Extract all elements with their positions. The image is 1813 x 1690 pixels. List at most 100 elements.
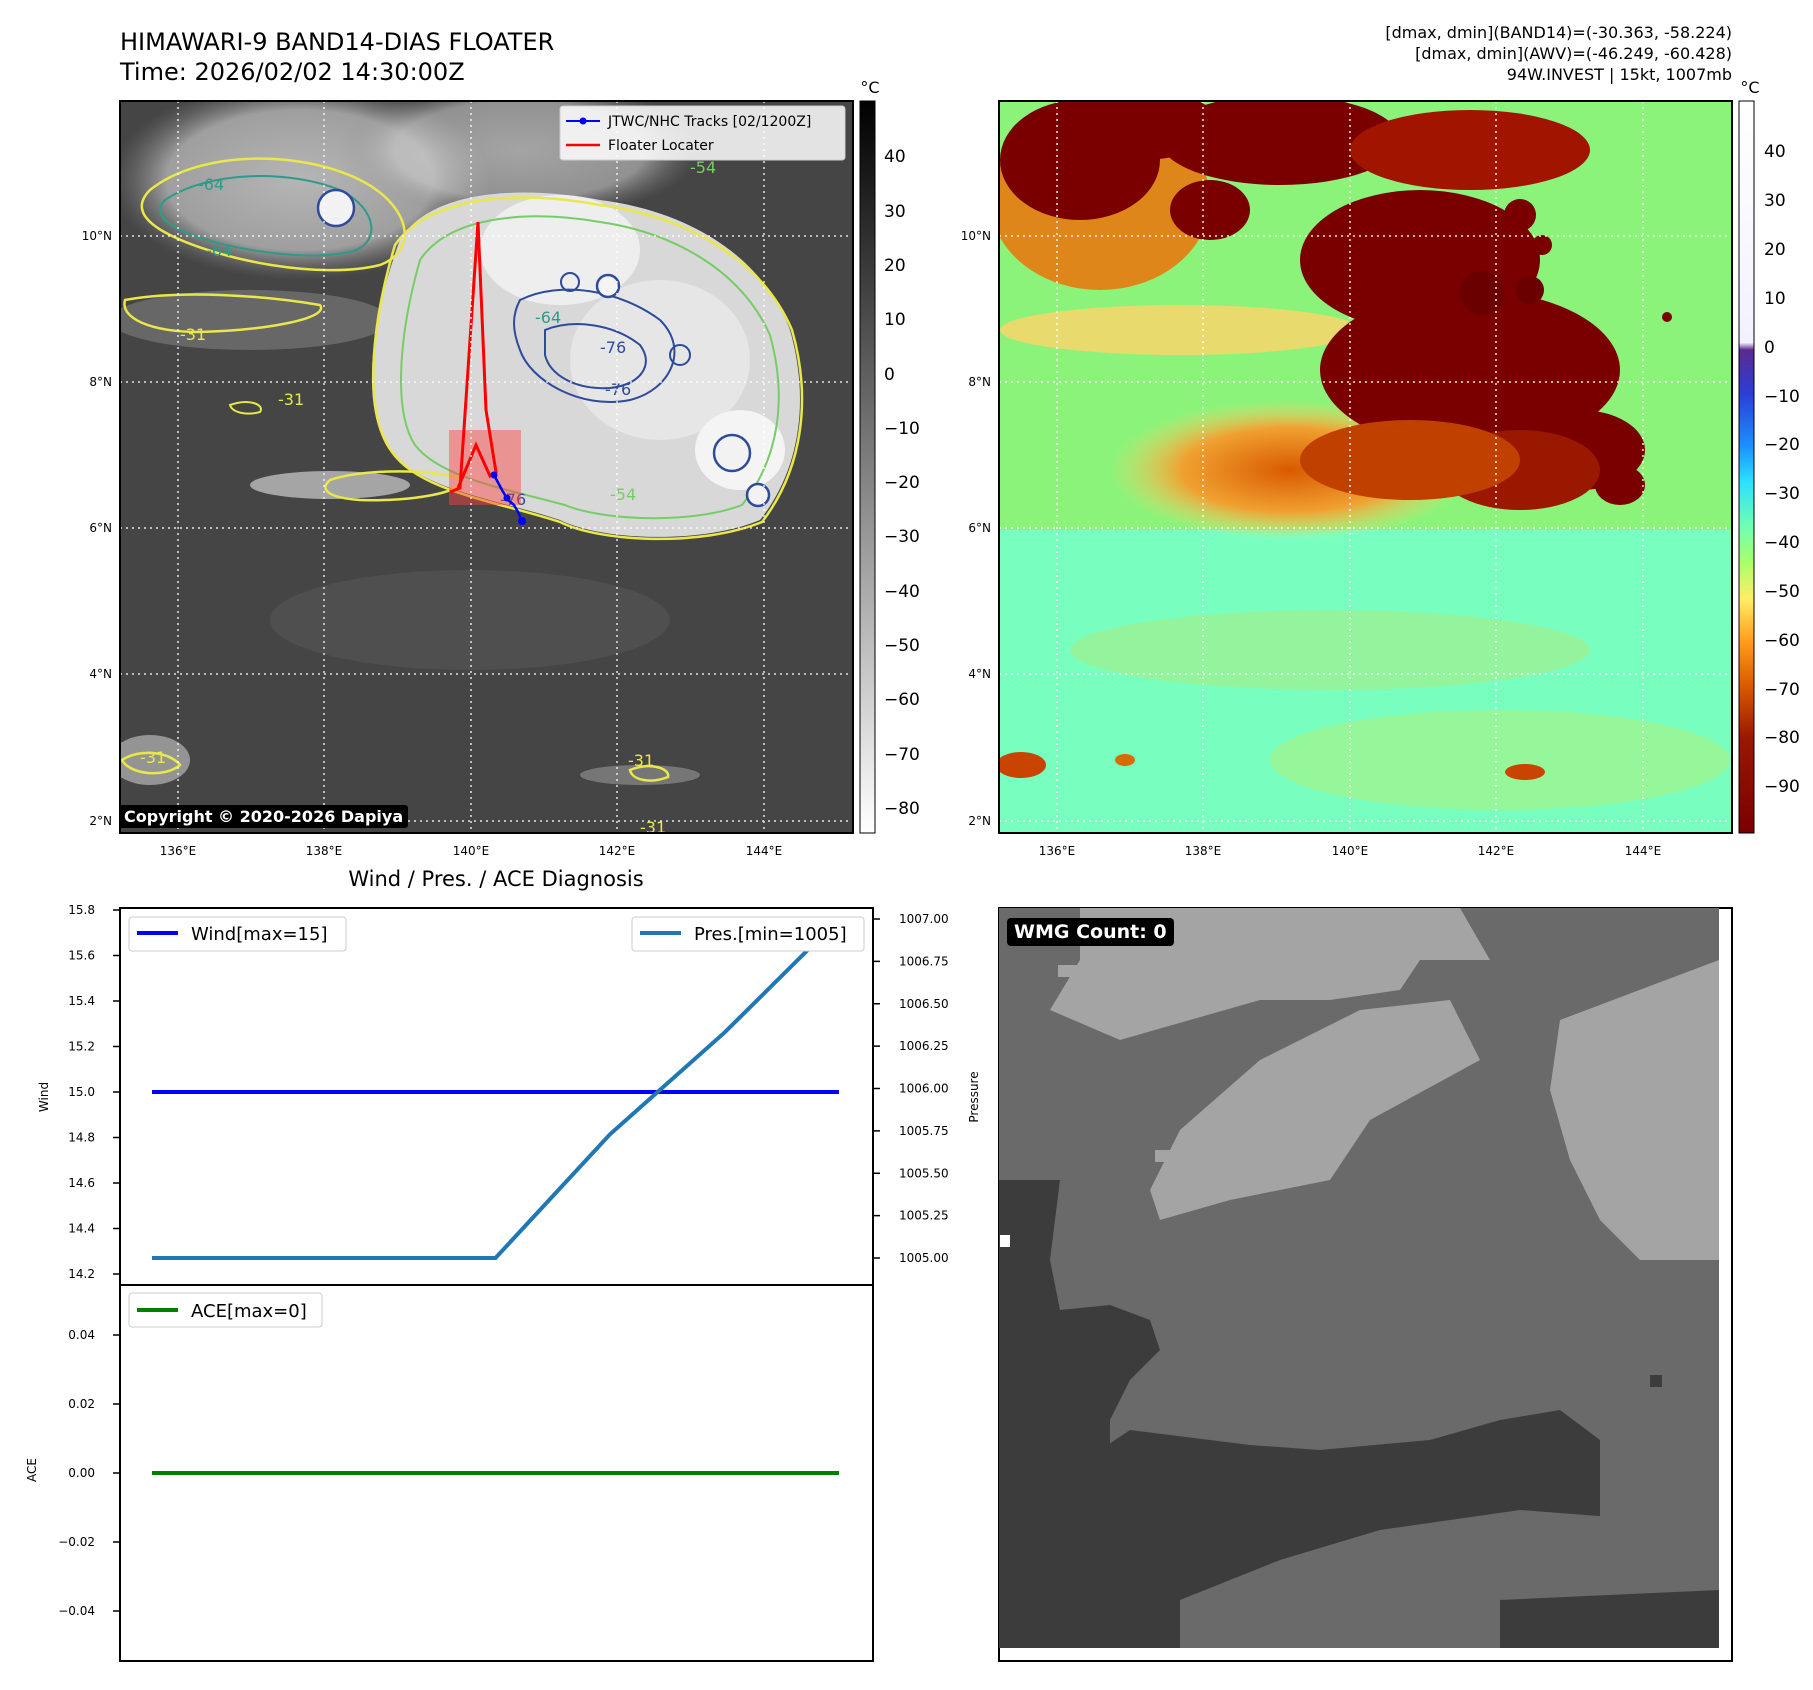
diagnosis-title: Wind / Pres. / ACE Diagnosis <box>348 867 643 891</box>
gray-tick: 0 <box>884 365 895 385</box>
axis-tick-label: 0.00 <box>68 1466 95 1480</box>
color-map-gridlines <box>999 101 1732 833</box>
color-tick: 10 <box>1764 289 1786 309</box>
lon-tick: 136°E <box>1039 844 1076 858</box>
jtwc-track <box>492 474 524 522</box>
ir-map-lon-labels: 136°E 138°E 140°E 142°E 144°E <box>160 844 783 858</box>
lon-tick: 144°E <box>746 844 783 858</box>
gray-tick: −20 <box>884 473 920 493</box>
color-colorbar: °C 40 30 20 10 0 −10 −20 −30 −40 −50 −60… <box>1738 78 1800 834</box>
gray-tick: −30 <box>884 527 920 547</box>
color-map-frame <box>998 100 1733 834</box>
axis-tick-label: 14.4 <box>68 1222 95 1236</box>
contour-label: -64 <box>535 308 561 327</box>
lat-tick: 4°N <box>89 667 112 681</box>
contour-label: -31 <box>640 818 666 837</box>
ir-map-frame <box>119 100 854 834</box>
color-tick: 20 <box>1764 240 1786 260</box>
gray-colorbar-unit: °C <box>860 78 879 97</box>
pressure-axis-label: Pressure <box>967 1071 981 1122</box>
axis-tick-label: 0.04 <box>68 1328 95 1342</box>
color-tick: −10 <box>1764 387 1800 407</box>
color-tick: −70 <box>1764 680 1800 700</box>
color-tick: −50 <box>1764 582 1800 602</box>
lon-tick: 138°E <box>1185 844 1222 858</box>
axis-tick-label: 1007.00 <box>899 912 949 926</box>
wind-pressure-chart: 15.8 15.6 15.4 15.2 15.0 14.8 14.6 14.4 14.2 100… <box>37 903 981 1286</box>
pressure-legend-label: Pres.[min=1005] <box>694 924 847 945</box>
gray-tick: 30 <box>884 202 906 222</box>
gray-tick: −70 <box>884 745 920 765</box>
lat-tick: 8°N <box>968 375 991 389</box>
lat-tick: 6°N <box>968 521 991 535</box>
color-tick: −30 <box>1764 484 1800 504</box>
lon-tick: 140°E <box>1332 844 1369 858</box>
figure-title: HIMAWARI-9 BAND14-DIAS FLOATER <box>120 28 554 56</box>
axis-tick-label: 15.2 <box>68 1040 95 1054</box>
contour-label: -76 <box>600 338 626 357</box>
color-map-lat-labels: 10°N 8°N 6°N 4°N 2°N <box>961 229 991 828</box>
pressure-axis-ticks: 1007.00 1006.75 1006.50 1006.25 1006.00 1005.… <box>873 912 949 1265</box>
color-tick: −20 <box>1764 435 1800 455</box>
color-tick: 40 <box>1764 142 1786 162</box>
wmg-count-badge: WMG Count: 0 <box>1007 918 1174 946</box>
gray-tick: −60 <box>884 690 920 710</box>
lon-tick: 142°E <box>599 844 636 858</box>
lon-tick: 136°E <box>160 844 197 858</box>
legend-jtwc-label: JTWC/NHC Tracks [02/1200Z] <box>607 114 811 130</box>
pressure-series-line <box>152 917 841 1260</box>
stats-storm: 94W.INVEST | 15kt, 1007mb <box>1507 65 1732 84</box>
ace-legend: ACE[max=0] <box>128 1292 323 1328</box>
ace-chart: 0.04 0.02 0.00 −0.02 −0.04 ACE ACE[max=0] <box>25 1284 874 1662</box>
contour-label: -54 <box>610 485 636 504</box>
axis-tick-label: 15.4 <box>68 994 95 1008</box>
lat-tick: 2°N <box>89 814 112 828</box>
stats-awv: [dmax, dmin](AWV)=(-46.249, -60.428) <box>1415 44 1732 63</box>
gray-tick: 20 <box>884 256 906 276</box>
color-tick: 0 <box>1764 338 1775 358</box>
color-tick: −90 <box>1764 777 1800 797</box>
axis-tick-label: 14.6 <box>68 1176 95 1190</box>
ace-legend-label: ACE[max=0] <box>191 1301 307 1322</box>
lat-tick: 10°N <box>961 229 991 243</box>
floater-track <box>449 221 498 494</box>
lat-tick: 10°N <box>82 229 112 243</box>
wind-axis-label: Wind <box>37 1082 51 1112</box>
axis-tick-label: 1006.50 <box>899 997 949 1011</box>
ace-axis-label: ACE <box>25 1458 39 1482</box>
gray-tick: 10 <box>884 310 906 330</box>
axis-tick-label: −0.02 <box>58 1535 95 1549</box>
ir-map-panel: -64 -64 -64 -54 -31 -31 -31 -31 -31 -76 … <box>120 101 853 837</box>
gray-tick: −10 <box>884 419 920 439</box>
lat-tick: 2°N <box>968 814 991 828</box>
copyright-badge: Copyright © 2020-2026 Dapiya <box>119 805 409 828</box>
lon-tick: 140°E <box>453 844 490 858</box>
color-map-lon-labels: 136°E 138°E 140°E 142°E 144°E <box>1039 844 1662 858</box>
axis-tick-label: −0.04 <box>58 1604 95 1618</box>
contour-label: -31 <box>140 748 166 767</box>
axis-tick-label: 1005.25 <box>899 1209 949 1223</box>
contour-label: -64 <box>206 241 232 260</box>
axis-tick-label: 1006.75 <box>899 954 949 968</box>
lat-tick: 4°N <box>968 667 991 681</box>
wind-legend-label: Wind[max=15] <box>191 924 328 945</box>
contour-label: -31 <box>180 325 206 344</box>
gray-tick: 40 <box>884 147 906 167</box>
contour-label: -31 <box>278 390 304 409</box>
contour-label: -31 <box>628 751 654 770</box>
contour-label: -76 <box>605 380 631 399</box>
color-tick: −60 <box>1764 631 1800 651</box>
axis-tick-label: 1006.00 <box>899 1082 949 1096</box>
ir-map-lat-labels: 10°N 8°N 6°N 4°N 2°N <box>82 229 112 828</box>
axis-tick-label: 1005.50 <box>899 1166 949 1180</box>
contour-label: -64 <box>198 175 224 194</box>
color-map-panel <box>999 101 1732 833</box>
color-tick: −40 <box>1764 533 1800 553</box>
legend-floater-label: Floater Locater <box>608 138 714 154</box>
map-legend: JTWC/NHC Tracks [02/1200Z] Floater Locat… <box>559 105 846 161</box>
axis-tick-label: 14.8 <box>68 1131 95 1145</box>
lat-tick: 6°N <box>89 521 112 535</box>
axis-tick-label: 15.8 <box>68 903 95 917</box>
gray-tick: −50 <box>884 636 920 656</box>
